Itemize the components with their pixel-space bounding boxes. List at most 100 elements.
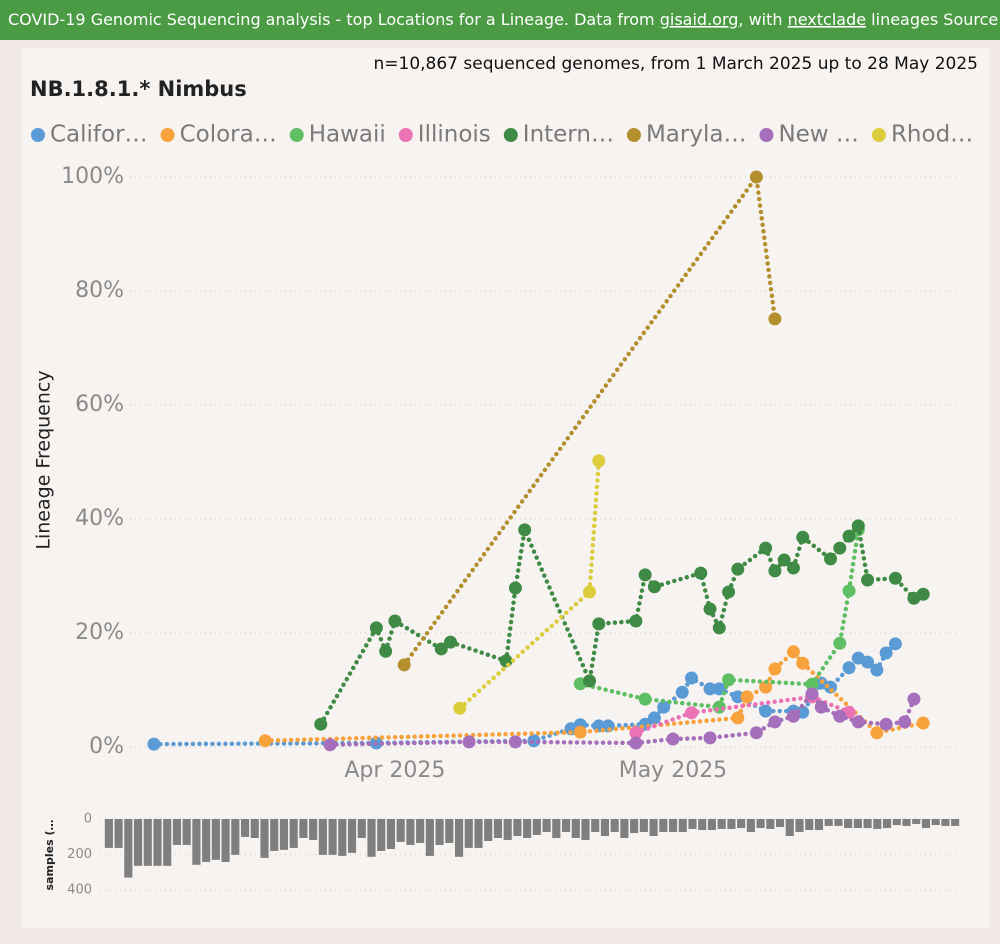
- data-point: [759, 541, 773, 555]
- data-point: [379, 644, 393, 658]
- bar: [639, 819, 648, 832]
- legend-swatch: [160, 128, 175, 142]
- chart-subtitle: n=10,867 sequenced genomes, from 1 March…: [374, 54, 979, 74]
- data-point: [694, 566, 708, 580]
- bar: [221, 819, 230, 862]
- bar: [406, 819, 415, 845]
- chart-title: NB.1.8.1.* Nimbus: [30, 77, 247, 101]
- bar: [240, 819, 250, 837]
- data-point: [592, 454, 606, 468]
- x-tick-label: May 2025: [619, 758, 727, 783]
- data-point: [703, 602, 717, 616]
- bar: [756, 819, 765, 829]
- bar: [454, 819, 464, 857]
- data-point: [888, 571, 902, 585]
- y-tick-label: 20%: [75, 620, 124, 645]
- bar: [863, 819, 872, 829]
- bar: [727, 819, 736, 829]
- bar: [610, 819, 619, 832]
- bar: [425, 819, 434, 856]
- bar: [814, 819, 824, 831]
- data-point: [444, 635, 458, 649]
- bar: [338, 819, 347, 856]
- data-point: [684, 706, 698, 720]
- bar: [289, 819, 298, 848]
- bar: [493, 819, 503, 838]
- y-axis-title: Lineage Frequency: [33, 370, 55, 549]
- data-point: [768, 715, 782, 729]
- data-point: [842, 661, 856, 675]
- legend-swatch: [31, 128, 45, 142]
- bar: [377, 819, 386, 851]
- bar: [182, 819, 191, 845]
- bar: [114, 819, 123, 848]
- data-point: [508, 735, 522, 749]
- data-point: [842, 584, 856, 598]
- series-line: [401, 171, 778, 668]
- data-point: [629, 736, 643, 750]
- header-link[interactable]: gisaid.org: [660, 10, 739, 29]
- bar: [600, 819, 610, 837]
- bar: [688, 819, 697, 829]
- y-axis-title: samples (…: [43, 820, 56, 891]
- data-point: [647, 711, 661, 725]
- bar: [775, 819, 785, 827]
- data-point: [907, 692, 921, 706]
- bar: [737, 819, 746, 829]
- bar: [523, 819, 532, 838]
- bar: [474, 819, 483, 848]
- data-point: [629, 726, 643, 740]
- bar: [153, 819, 162, 866]
- legend-label: Intern…: [523, 122, 614, 148]
- bar: [931, 819, 940, 826]
- legend-label: Califor…: [50, 122, 148, 148]
- legend-label: Maryla…: [646, 122, 747, 148]
- y-tick-label: 0: [84, 812, 92, 827]
- data-point: [833, 709, 847, 723]
- bar: [396, 819, 405, 842]
- bar: [951, 819, 960, 826]
- data-point: [851, 715, 865, 729]
- bar: [873, 819, 882, 829]
- bar: [104, 819, 113, 848]
- data-point: [462, 735, 476, 749]
- bar: [795, 819, 804, 832]
- data-point: [675, 685, 689, 699]
- bar: [532, 819, 541, 835]
- bar: [513, 819, 522, 837]
- bar: [503, 819, 512, 840]
- header-link[interactable]: nextclade: [788, 10, 867, 29]
- data-point: [508, 581, 522, 595]
- bar: [630, 819, 639, 834]
- bar: [882, 819, 892, 829]
- bar: [844, 819, 853, 829]
- data-point: [147, 737, 161, 751]
- bar: [717, 819, 726, 829]
- data-point: [583, 585, 597, 599]
- bar: [552, 819, 561, 838]
- bar: [347, 819, 357, 853]
- data-point: [759, 704, 773, 718]
- y-tick-label: 400: [67, 883, 92, 898]
- bar: [328, 819, 337, 855]
- data-point: [638, 692, 652, 706]
- bar: [357, 819, 366, 838]
- series-line: [578, 527, 861, 710]
- y-tick-label: 0%: [89, 734, 124, 759]
- bar: [270, 819, 279, 851]
- bar: [824, 819, 833, 826]
- data-point: [369, 621, 383, 635]
- bar: [921, 819, 931, 829]
- y-tick-label: 60%: [75, 392, 124, 417]
- header-part: lineages Source fi: [866, 10, 1000, 29]
- data-point: [722, 673, 736, 687]
- y-tick-label: 100%: [61, 164, 124, 189]
- data-point: [740, 690, 754, 704]
- data-point: [824, 552, 838, 566]
- data-point: [777, 553, 791, 567]
- bar: [260, 819, 269, 858]
- data-point: [583, 674, 597, 688]
- legend-label: Illinois: [418, 122, 491, 148]
